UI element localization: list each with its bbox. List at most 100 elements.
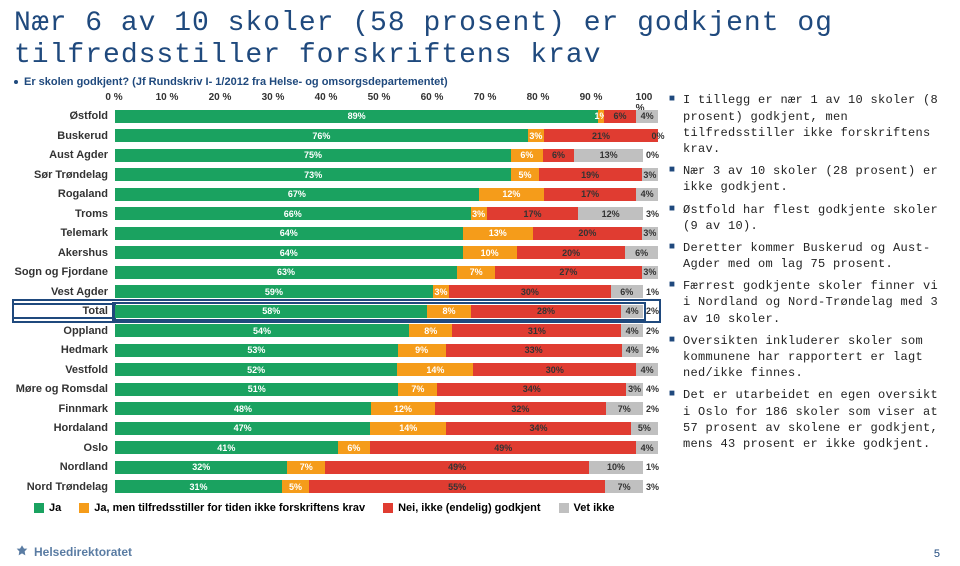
bar-segment: 31% [115, 480, 282, 493]
chart-row: Nordland32%7%49%10%1% [14, 457, 659, 477]
bar-segment: 13% [463, 227, 534, 240]
row-label: Total [14, 305, 114, 317]
bar-segment: 3% [626, 383, 643, 396]
segment-label: 73% [304, 170, 322, 180]
legend-label: Ja, men tilfredsstiller for tiden ikke f… [94, 502, 365, 514]
segment-label: 12% [394, 404, 412, 414]
segment-label: 4% [641, 189, 654, 199]
chart-row: Vestfold52%14%30%4% [14, 360, 659, 380]
legend-label: Ja [49, 502, 61, 514]
segment-label: 30% [546, 365, 564, 375]
segment-label: 3% [434, 287, 447, 297]
segment-label: 27% [559, 267, 577, 277]
legend-label: Nei, ikke (endelig) godkjent [398, 502, 540, 514]
segment-label: 21% [592, 131, 610, 141]
row-label: Møre og Romsdal [14, 383, 114, 395]
segment-label: 7% [470, 267, 483, 277]
row-bar: 75%6%6%13% [114, 148, 644, 163]
chart: 0 %10 %20 %30 %40 %50 %60 %70 %80 %90 %1… [14, 92, 659, 540]
legend-item: Nei, ikke (endelig) godkjent [383, 502, 540, 514]
segment-label: 64% [280, 248, 298, 258]
axis-tick: 40 % [315, 92, 338, 103]
segment-label: 67% [288, 189, 306, 199]
row-label: Nordland [14, 461, 114, 473]
notes-panel: I tillegg er nær 1 av 10 skoler (8 prose… [669, 92, 946, 540]
bar-segment: 4% [621, 324, 643, 337]
bar-segment: 10% [463, 246, 517, 259]
segment-label: 58% [262, 306, 280, 316]
segment-label: 32% [192, 462, 210, 472]
chart-row: Rogaland67%12%17%4% [14, 184, 659, 204]
row-bar: 47%14%34%5% [114, 421, 659, 436]
bar-segment: 19% [539, 168, 642, 181]
bar-segment: 30% [473, 363, 636, 376]
trailing-label: 0% [646, 150, 659, 160]
segment-label: 55% [448, 482, 466, 492]
page-title: Nær 6 av 10 skoler (58 prosent) er godkj… [14, 8, 946, 72]
segment-label: 75% [304, 150, 322, 160]
bar-segment: 54% [115, 324, 409, 337]
segment-label: 41% [217, 443, 235, 453]
trailing-label: 3% [646, 482, 659, 492]
segment-label: 7% [300, 462, 313, 472]
legend-item: Vet ikke [559, 502, 615, 514]
segment-label: 12% [502, 189, 520, 199]
bar-segment: 31% [452, 324, 621, 337]
chart-row: Vest Agder59%3%30%6%1% [14, 282, 659, 302]
bar-segment: 52% [115, 363, 397, 376]
segment-label: 4% [641, 365, 654, 375]
chart-row: Nord Trøndelag31%5%55%7%3% [14, 477, 659, 497]
trailing-label: 2% [646, 306, 659, 316]
bar-segment: 7% [606, 402, 643, 415]
axis-tick: 70 % [474, 92, 497, 103]
legend-label: Vet ikke [574, 502, 615, 514]
segment-label: 5% [518, 170, 531, 180]
row-bar: 32%7%49%10% [114, 460, 644, 475]
axis-tick: 10 % [156, 92, 179, 103]
chart-row: Akershus64%10%20%6% [14, 243, 659, 263]
bar-segment: 17% [544, 188, 636, 201]
bar-segment: 5% [282, 480, 309, 493]
segment-label: 32% [511, 404, 529, 414]
chart-row: Troms66%3%17%12%3% [14, 204, 659, 224]
bar-segment: 12% [371, 402, 435, 415]
segment-label: 49% [494, 443, 512, 453]
segment-label: 66% [284, 209, 302, 219]
segment-label: 7% [618, 404, 631, 414]
note-item: Nær 3 av 10 skoler (28 prosent) er ikke … [669, 163, 946, 195]
axis-tick: 0 % [105, 92, 122, 103]
bar-segment: 4% [636, 441, 658, 454]
bar-segment: 67% [115, 188, 479, 201]
segment-label: 4% [626, 345, 639, 355]
bar-segment: 33% [446, 344, 622, 357]
bar-segment: 7% [605, 480, 643, 493]
chart-row: Sogn og Fjordane63%7%27%3% [14, 262, 659, 282]
row-bar: 67% 12% 17% 4% [114, 187, 659, 202]
row-bar: 59%3%30%6% [114, 284, 644, 299]
bar-segment: 4% [636, 188, 658, 201]
bar-segment: 6% [611, 285, 643, 298]
bar-segment: 12% [479, 188, 544, 201]
bar-segment: 73% [115, 168, 511, 181]
segment-label: 3% [628, 384, 641, 394]
row-bar: 41%6%49%4% [114, 440, 659, 455]
segment-label: 34% [530, 423, 548, 433]
chart-row: Sør Trøndelag73%5%19%3% [14, 165, 659, 185]
segment-label: 13% [600, 150, 618, 160]
bar-segment: 32% [115, 461, 287, 474]
segment-label: 9% [415, 345, 428, 355]
note-item: I tillegg er nær 1 av 10 skoler (8 prose… [669, 92, 946, 157]
row-label: Hordaland [14, 422, 114, 434]
bar-segment: 28% [471, 305, 622, 318]
segment-label: 6% [635, 248, 648, 258]
bar-segment: 32% [435, 402, 606, 415]
axis-tick: 60 % [421, 92, 444, 103]
row-bar: 52%14%30%4% [114, 362, 659, 377]
segment-label: 6% [620, 287, 633, 297]
chart-row: Hordaland47%14%34%5% [14, 418, 659, 438]
note-item: Færrest godkjente skoler finner vi i Nor… [669, 278, 946, 327]
bar-segment: 12% [578, 207, 643, 220]
chart-row: Østfold89%1%6%4% [14, 106, 659, 126]
legend-swatch [34, 503, 44, 513]
segment-label: 13% [489, 228, 507, 238]
